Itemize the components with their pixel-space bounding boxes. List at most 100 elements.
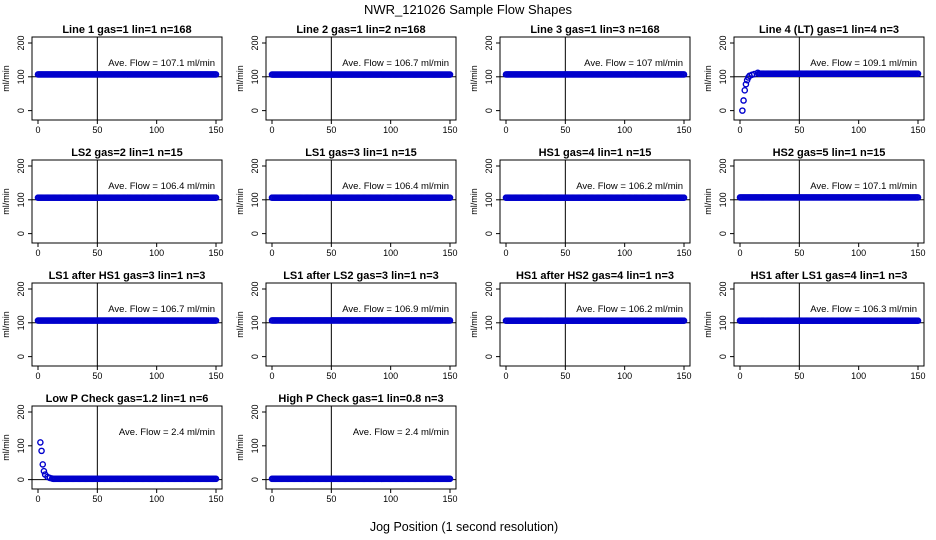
x-tick-label: 0: [503, 371, 508, 381]
x-tick-label: 0: [503, 125, 508, 135]
plot-frame: [733, 159, 925, 244]
x-tick-label: 100: [383, 248, 398, 258]
y-axis-label: ml/min: [235, 311, 245, 338]
x-tick-label: 0: [269, 494, 274, 504]
plot-frame: [265, 405, 457, 490]
x-tick-label: 150: [442, 248, 457, 258]
y-tick-label: 0: [16, 108, 26, 113]
y-tick-label: 0: [718, 354, 728, 359]
panel-9: LS1 after HS1 gas=3 lin=1 n=3 0 50 100 150 0 1…: [1, 270, 224, 381]
y-tick-label: 100: [718, 192, 728, 207]
x-tick-label: 0: [503, 248, 508, 258]
y-tick-label: 200: [718, 281, 728, 296]
x-tick-label: 150: [910, 248, 925, 258]
y-tick-label: 200: [718, 158, 728, 173]
panel-title: Line 3 gas=1 lin=3 n=168: [530, 24, 659, 36]
x-tick-label: 100: [383, 371, 398, 381]
panel-title: HS1 after LS1 gas=4 lin=1 n=3: [751, 270, 908, 282]
y-tick-label: 200: [16, 404, 26, 419]
data-point: [212, 71, 220, 78]
y-tick-label: 0: [250, 231, 260, 236]
y-tick-label: 0: [484, 108, 494, 113]
x-tick-label: 0: [737, 371, 742, 381]
plot-frame: [31, 282, 223, 367]
data-point: [212, 194, 220, 201]
avg-flow-annotation: Ave. Flow = 109.1 ml/min: [810, 58, 917, 69]
x-tick-label: 150: [442, 494, 457, 504]
x-tick-label: 150: [442, 125, 457, 135]
y-tick-label: 200: [484, 281, 494, 296]
x-tick-label: 100: [149, 371, 164, 381]
y-tick-label: 0: [718, 231, 728, 236]
panel-title: LS2 gas=2 lin=1 n=15: [71, 147, 183, 159]
y-tick-label: 0: [250, 477, 260, 482]
plot-frame: [31, 159, 223, 244]
x-tick-label: 0: [35, 371, 40, 381]
x-tick-label: 150: [208, 371, 223, 381]
y-axis-label: ml/min: [1, 65, 11, 92]
x-tick-label: 150: [910, 371, 925, 381]
avg-flow-annotation: Ave. Flow = 106.4 ml/min: [342, 181, 449, 192]
panel-10: LS1 after LS2 gas=3 lin=1 n=3 0 50 100 150 0 1…: [235, 270, 458, 381]
x-tick-label: 50: [326, 494, 336, 504]
x-tick-label: 150: [910, 125, 925, 135]
data-series: [502, 71, 688, 78]
data-series: [268, 475, 454, 483]
panel-title: High P Check gas=1 lin=0.8 n=3: [278, 393, 443, 405]
x-tick-label: 50: [794, 125, 804, 135]
y-tick-label: 100: [718, 315, 728, 330]
data-series: [736, 317, 922, 324]
avg-flow-annotation: Ave. Flow = 107.1 ml/min: [108, 58, 215, 69]
data-point: [739, 107, 746, 114]
avg-flow-annotation: Ave. Flow = 106.4 ml/min: [108, 181, 215, 192]
panel-3: Line 3 gas=1 lin=3 n=168 0 50 100 150 0 100 200…: [469, 24, 692, 135]
x-tick-label: 150: [208, 248, 223, 258]
panel-13: Low P Check gas=1.2 lin=1 n=6 0 50 100 150 0 1…: [1, 393, 224, 504]
y-tick-label: 0: [16, 231, 26, 236]
x-tick-label: 150: [208, 125, 223, 135]
x-tick-label: 150: [442, 371, 457, 381]
data-series: [268, 194, 454, 201]
plot-frame: [31, 405, 223, 490]
x-tick-label: 0: [35, 248, 40, 258]
y-tick-label: 0: [250, 354, 260, 359]
x-tick-label: 50: [92, 248, 102, 258]
x-tick-label: 50: [326, 125, 336, 135]
x-tick-label: 50: [794, 371, 804, 381]
y-tick-label: 200: [718, 35, 728, 50]
data-point: [680, 71, 688, 78]
panel-5: LS2 gas=2 lin=1 n=15 0 50 100 150 0 100 200 ml/m…: [1, 147, 224, 258]
y-tick-label: 200: [250, 281, 260, 296]
x-tick-label: 0: [269, 125, 274, 135]
data-point: [742, 80, 750, 88]
avg-flow-annotation: Ave. Flow = 106.2 ml/min: [576, 304, 683, 315]
x-tick-label: 50: [560, 371, 570, 381]
plot-frame: [31, 36, 223, 121]
x-tick-label: 100: [617, 125, 632, 135]
data-series: [502, 194, 688, 202]
plot-frame: [265, 282, 457, 367]
data-point: [446, 194, 454, 201]
avg-flow-annotation: Ave. Flow = 106.9 ml/min: [342, 304, 449, 315]
y-axis-label: ml/min: [469, 188, 479, 215]
x-axis-label: Jog Position (1 second resolution): [370, 520, 558, 534]
plot-frame: [499, 36, 691, 121]
y-axis-label: ml/min: [469, 65, 479, 92]
y-axis-label: ml/min: [703, 65, 713, 92]
y-axis-label: ml/min: [1, 311, 11, 338]
y-axis-label: ml/min: [1, 188, 11, 215]
panel-title: HS1 after HS2 gas=4 lin=1 n=3: [516, 270, 674, 282]
data-series: [37, 439, 220, 483]
data-point: [914, 194, 922, 201]
y-tick-label: 100: [484, 192, 494, 207]
panel-grid: Line 1 gas=1 lin=1 n=168 0 50 100 150 0 100 200…: [1, 24, 926, 504]
y-axis-label: ml/min: [235, 434, 245, 461]
y-tick-label: 0: [250, 108, 260, 113]
y-tick-label: 0: [484, 354, 494, 359]
data-point: [38, 447, 45, 455]
x-tick-label: 50: [92, 371, 102, 381]
y-tick-label: 100: [16, 69, 26, 84]
y-tick-label: 100: [250, 315, 260, 330]
panel-8: HS2 gas=5 lin=1 n=15 0 50 100 150 0 100 200 ml/m…: [703, 147, 926, 258]
avg-flow-annotation: Ave. Flow = 106.7 ml/min: [108, 304, 215, 315]
